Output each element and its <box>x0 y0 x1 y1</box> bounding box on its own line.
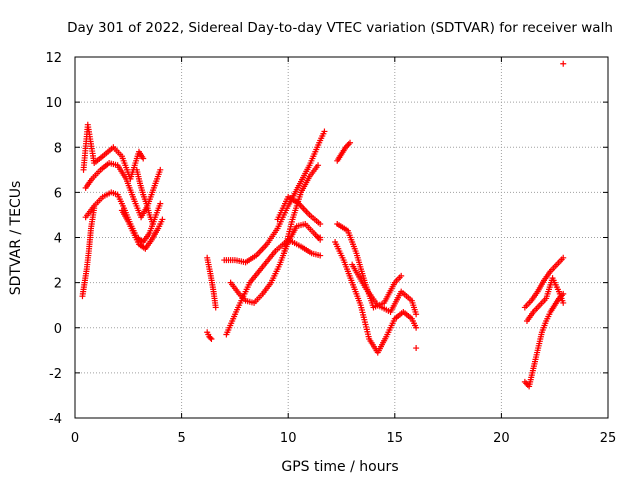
series-outlier <box>560 60 567 67</box>
data-point <box>157 200 164 207</box>
y-tick-label: 12 <box>45 51 62 66</box>
x-tick-label: 25 <box>600 431 617 446</box>
series-mid-peak <box>274 193 324 227</box>
series-mid-low-start <box>204 329 215 343</box>
data-point <box>317 252 324 259</box>
y-axis-label: SDTVAR / TECUs <box>8 181 24 296</box>
y-tick-label: 2 <box>54 277 62 292</box>
series-mid-upper-line <box>221 128 328 266</box>
data-point <box>207 334 214 341</box>
data-point <box>413 311 420 318</box>
x-tick-label: 5 <box>177 431 185 446</box>
y-tick-label: 10 <box>45 96 62 111</box>
series-end-mid <box>523 275 567 324</box>
y-tick-label: 8 <box>54 141 62 156</box>
y-tick-label: -2 <box>49 367 62 382</box>
tick-labels: 0 5 10 15 20 25 -4 -2 0 2 4 6 8 10 12 <box>45 51 616 446</box>
series-mid-isolated <box>315 234 324 241</box>
data-point <box>560 254 567 261</box>
x-tick-label: 10 <box>280 431 297 446</box>
y-tick-label: 0 <box>54 322 62 337</box>
data-point <box>413 324 420 331</box>
series-early-high <box>80 121 147 182</box>
data-point <box>398 272 405 279</box>
x-axis-label: GPS time / hours <box>281 459 398 475</box>
x-tick-label: 20 <box>493 431 510 446</box>
data-point <box>159 216 166 223</box>
plot-frame <box>74 56 609 419</box>
data-point <box>157 166 164 173</box>
x-tick-label: 0 <box>71 431 79 446</box>
data-point <box>560 60 567 67</box>
y-tick-label: -4 <box>49 412 62 427</box>
series-late-tail <box>349 261 420 318</box>
grid <box>75 57 608 418</box>
data-point <box>317 220 324 227</box>
y-tick-label: 4 <box>54 232 62 247</box>
x-tick-label: 15 <box>387 431 404 446</box>
series-late-inner <box>332 239 420 356</box>
data-point <box>208 336 215 343</box>
data-point <box>315 162 322 169</box>
y-tick-label: 6 <box>54 186 62 201</box>
series-late-high <box>334 139 354 164</box>
series-early-cluster <box>133 166 156 227</box>
data-point <box>560 299 567 306</box>
series-early-rise <box>79 205 98 300</box>
data-point <box>413 345 420 352</box>
chart-title: Day 301 of 2022, Sidereal Day-to-day VTE… <box>67 20 613 36</box>
series-end-upper <box>521 254 567 311</box>
data-point <box>149 220 156 227</box>
series-late-point <box>413 345 420 352</box>
data-point <box>347 139 354 146</box>
data-point <box>140 155 147 162</box>
series-early-upper-arc <box>82 160 164 221</box>
data-point <box>321 128 328 135</box>
data-points <box>79 60 567 390</box>
data-point <box>317 234 324 241</box>
series-mid-left-short <box>204 254 219 311</box>
data-point <box>91 205 98 212</box>
data-point <box>212 304 219 311</box>
series-mid-middle-line <box>223 236 324 338</box>
series-early-low-arc <box>118 207 166 252</box>
